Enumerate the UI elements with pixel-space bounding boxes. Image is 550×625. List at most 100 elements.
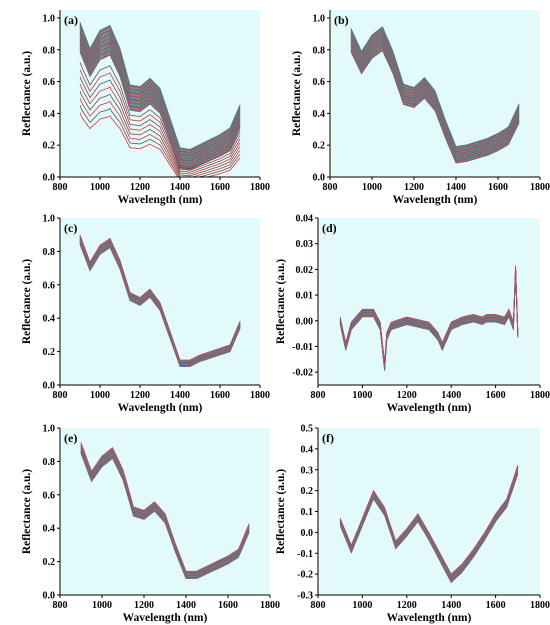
spectrum-line — [79, 21, 241, 150]
y-tick-label: -0.01 — [292, 342, 313, 353]
y-tick-label: 0.02 — [296, 265, 314, 276]
plot-area — [60, 428, 270, 595]
x-tick-label: 800 — [323, 182, 338, 193]
spectrum-line — [80, 442, 250, 572]
spectra-group — [79, 234, 241, 367]
y-tick-label: 0.01 — [296, 291, 314, 302]
y-tick-label: 1.0 — [43, 214, 56, 225]
x-tick-label: 1800 — [530, 600, 550, 611]
panel-label: (e) — [64, 431, 77, 445]
x-tick-label: 1000 — [90, 390, 110, 401]
y-axis-title: Reflectance (a.u.) — [275, 259, 287, 344]
outlier-spectrum-line — [79, 76, 241, 173]
outlier-spectrum-line — [79, 105, 241, 178]
y-tick-label: -0.1 — [297, 549, 313, 560]
y-tick-label: 1.0 — [313, 13, 326, 24]
outlier-spectrum-line — [79, 98, 241, 178]
y-tick-label: 0.2 — [43, 347, 56, 358]
x-tick-label: 1400 — [170, 182, 190, 193]
panel-label: (c) — [64, 221, 77, 235]
y-axis-title: Reflectance (a.u.) — [21, 469, 33, 554]
x-tick-label: 800 — [53, 390, 68, 401]
y-tick-label: 0.6 — [43, 77, 56, 88]
panel-label: (b) — [334, 13, 349, 27]
x-axis-title: Wavelength (nm) — [387, 402, 472, 414]
spectrum-line — [79, 234, 241, 361]
x-axis-title: Wavelength (nm) — [393, 194, 478, 206]
x-tick-label: 1800 — [260, 600, 280, 611]
x-axis-title: Wavelength (nm) — [123, 612, 208, 624]
x-axis-title: Wavelength (nm) — [387, 612, 472, 624]
y-tick-label: -0.02 — [292, 368, 313, 379]
x-tick-label: 1200 — [130, 390, 150, 401]
spectra-group — [339, 265, 519, 371]
outlier-spectrum-line — [79, 69, 241, 171]
panel-label: (a) — [64, 13, 78, 27]
y-tick-label: 0.2 — [43, 557, 56, 568]
y-axis-title: Reflectance (a.u.) — [291, 51, 303, 136]
panel-label: (f) — [322, 431, 334, 445]
y-tick-label: 0.5 — [301, 424, 314, 435]
panel-e: 800 1000 1200 1400 1600 1800 0.0 0.2 0.4 0.6 0.8 1.… — [21, 424, 280, 625]
x-tick-label: 800 — [53, 600, 68, 611]
x-tick-label: 1600 — [210, 182, 230, 193]
spectra-group — [350, 26, 520, 164]
plot-area — [60, 218, 260, 385]
plot-area — [318, 428, 540, 595]
spectrum-line — [350, 26, 520, 147]
spectra-group — [339, 465, 519, 584]
y-tick-label: 0.3 — [301, 465, 314, 476]
plot-area — [318, 218, 540, 385]
spectrum-line — [339, 265, 519, 364]
y-tick-label: 0.2 — [43, 141, 56, 152]
spectra-group — [79, 21, 241, 178]
y-tick-label: 0.0 — [43, 381, 56, 392]
y-tick-label: 0.4 — [301, 444, 314, 455]
y-tick-label: 0.6 — [43, 280, 56, 291]
y-tick-label: 0.2 — [301, 486, 314, 497]
panel-c: 800 1000 1200 1400 1600 1800 0.0 0.2 0.4 0.6 0.8 1.… — [21, 214, 270, 415]
x-tick-label: 1000 — [92, 600, 112, 611]
y-tick-label: 0.4 — [43, 109, 56, 120]
y-tick-label: 0.6 — [313, 77, 326, 88]
x-tick-label: 1400 — [170, 390, 190, 401]
x-tick-label: 1400 — [441, 390, 461, 401]
x-axis-title: Wavelength (nm) — [118, 402, 203, 414]
y-tick-label: 0.4 — [43, 524, 56, 535]
x-tick-label: 1200 — [397, 600, 417, 611]
x-tick-label: 1200 — [130, 182, 150, 193]
spectra-group — [80, 442, 250, 580]
y-tick-label: 0.4 — [313, 109, 326, 120]
x-tick-label: 1800 — [530, 182, 550, 193]
y-tick-label: 0.0 — [313, 173, 326, 184]
outlier-spectrum-line — [79, 90, 241, 177]
x-tick-label: 1600 — [486, 600, 506, 611]
x-axis-title: Wavelength (nm) — [118, 194, 203, 206]
y-tick-label: 0.1 — [301, 507, 314, 518]
y-tick-label: 0.0 — [43, 173, 56, 184]
x-tick-label: 800 — [311, 390, 326, 401]
y-tick-label: 0.8 — [43, 247, 56, 258]
x-tick-label: 1800 — [250, 182, 270, 193]
panel-f: 800 1000 1200 1400 1600 1800 -0.3 -0.2 -0.1 0.0 0.… — [275, 424, 550, 625]
x-tick-label: 800 — [53, 182, 68, 193]
panel-d: 800 1000 1200 1400 1600 1800 -0.02 -0.01 0.00 0.0… — [275, 214, 550, 415]
y-tick-label: 0.8 — [43, 45, 56, 56]
x-tick-label: 1200 — [134, 600, 154, 611]
y-axis-title: Reflectance (a.u.) — [21, 51, 33, 136]
x-tick-label: 1000 — [352, 600, 372, 611]
y-tick-label: 1.0 — [43, 13, 56, 24]
x-tick-label: 1600 — [210, 390, 230, 401]
outlier-spectrum-line — [79, 62, 241, 169]
panel-label: (d) — [322, 221, 337, 235]
x-tick-label: 1600 — [486, 390, 506, 401]
y-tick-label: 0.4 — [43, 314, 56, 325]
x-tick-label: 1800 — [530, 390, 550, 401]
x-tick-label: 1000 — [362, 182, 382, 193]
x-tick-label: 1200 — [397, 390, 417, 401]
outlier-spectrum-line — [79, 112, 241, 178]
x-tick-label: 1600 — [488, 182, 508, 193]
x-tick-label: 1800 — [250, 390, 270, 401]
x-tick-label: 1000 — [90, 182, 110, 193]
